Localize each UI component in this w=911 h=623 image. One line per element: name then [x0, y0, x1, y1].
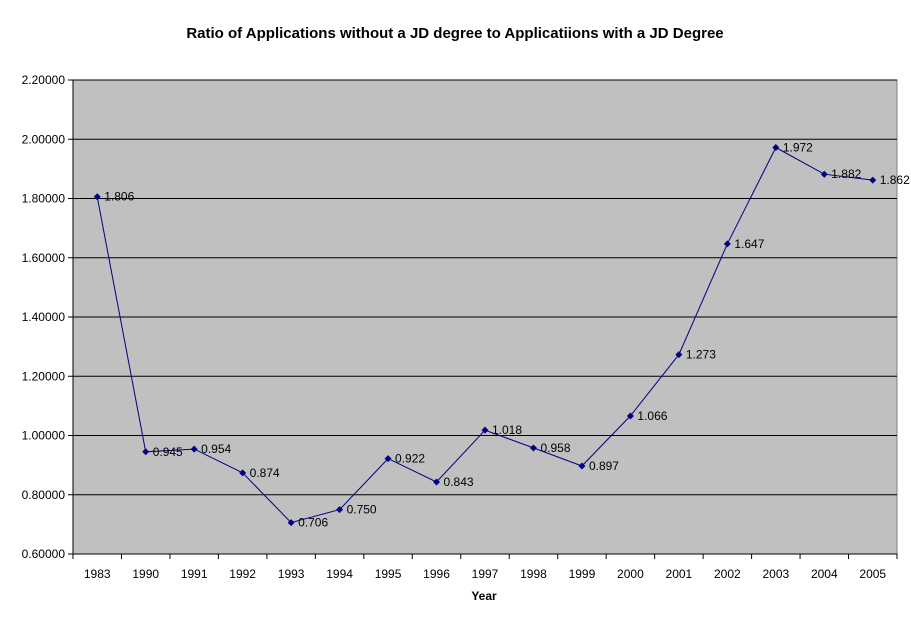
x-tick-label: 1995 — [375, 567, 402, 581]
chart-title: Ratio of Applications without a JD degre… — [186, 25, 723, 42]
data-label: 1.647 — [734, 237, 764, 251]
x-tick-label: 2001 — [666, 567, 693, 581]
x-tick-label: 1996 — [423, 567, 450, 581]
x-tick-label: 1998 — [520, 567, 547, 581]
data-point — [190, 445, 198, 453]
data-point — [578, 462, 586, 470]
data-point — [626, 412, 634, 420]
data-point — [93, 193, 101, 201]
x-tick-label: 2004 — [811, 567, 838, 581]
y-tick-label: 2.20000 — [22, 73, 66, 87]
x-tick-label: 1992 — [229, 567, 256, 581]
y-tick-label: 1.20000 — [22, 369, 66, 383]
data-label: 0.874 — [250, 466, 280, 480]
data-label: 0.922 — [395, 452, 425, 466]
data-point — [772, 144, 780, 152]
data-point — [529, 444, 537, 452]
data-point — [384, 455, 392, 463]
data-label: 0.843 — [444, 475, 474, 489]
y-tick-label: 2.00000 — [22, 132, 66, 146]
data-label: 1.273 — [686, 348, 716, 362]
x-axis-label: Year — [471, 589, 497, 603]
data-label: 1.018 — [492, 423, 522, 437]
data-point — [723, 240, 731, 248]
data-label: 0.954 — [201, 442, 231, 456]
x-tick-label: 1997 — [472, 567, 499, 581]
data-label: 1.862 — [880, 173, 910, 187]
y-tick-label: 1.80000 — [22, 192, 66, 206]
x-tick-label: 1983 — [84, 567, 111, 581]
data-point — [433, 478, 441, 486]
data-label: 0.750 — [347, 503, 377, 517]
data-point — [239, 469, 247, 477]
x-tick-label: 1994 — [326, 567, 353, 581]
data-label: 1.972 — [783, 141, 813, 155]
data-point — [869, 176, 877, 184]
data-label: 0.945 — [153, 445, 183, 459]
x-tick-label: 1999 — [569, 567, 596, 581]
data-point — [481, 426, 489, 434]
data-point — [820, 170, 828, 178]
y-tick-label: 1.40000 — [22, 310, 66, 324]
y-tick-label: 1.00000 — [22, 429, 66, 443]
plot-area: 0.60000 0.80000 1.00000 1.20000 1.40000 1.600… — [22, 73, 911, 581]
x-tick-label: 2005 — [859, 567, 886, 581]
data-point — [675, 351, 683, 359]
x-tick-label: 2003 — [762, 567, 789, 581]
data-point — [336, 506, 344, 514]
y-tick-label: 0.60000 — [22, 547, 66, 561]
x-tick-label: 1990 — [132, 567, 159, 581]
data-label: 1.882 — [831, 167, 861, 181]
data-label: 0.897 — [589, 459, 619, 473]
x-tick-label: 1993 — [278, 567, 305, 581]
data-label: 1.066 — [637, 409, 667, 423]
x-tick-label: 2002 — [714, 567, 741, 581]
y-tick-label: 0.80000 — [22, 488, 66, 502]
data-label: 0.706 — [298, 516, 328, 530]
data-label: 1.806 — [104, 190, 134, 204]
data-label: 0.958 — [540, 441, 570, 455]
y-tick-label: 1.60000 — [22, 251, 66, 265]
data-point — [287, 519, 295, 527]
x-tick-label: 1991 — [181, 567, 208, 581]
x-tick-label: 2000 — [617, 567, 644, 581]
data-point — [142, 448, 150, 456]
